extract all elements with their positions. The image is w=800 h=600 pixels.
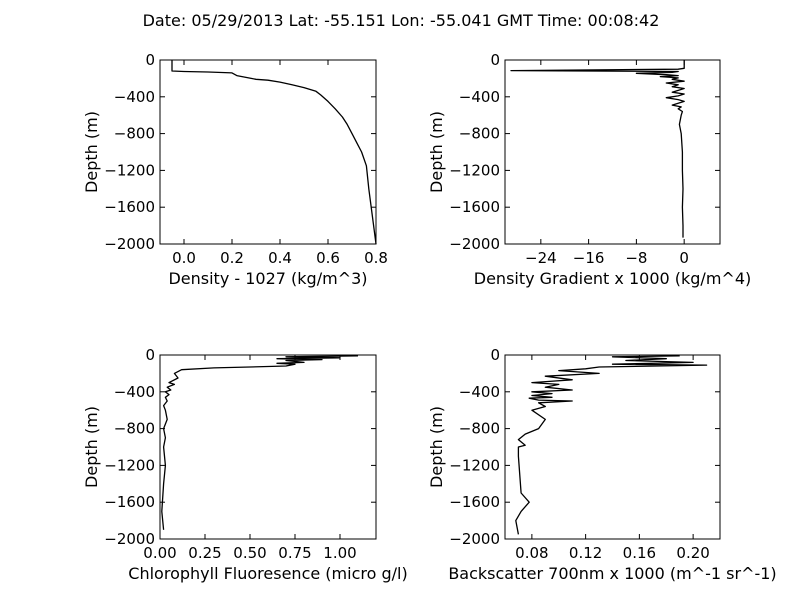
chart-density-ytick-label: −1200 [104,161,155,179]
chart-density-xtick-label: 0.6 [316,249,340,267]
chart-density-xtick-label: 0.4 [268,249,292,267]
chart-density-gradient-xtick-label: −24 [525,249,557,267]
chart-density-gradient-xlabel: Density Gradient x 1000 (kg/m^4) [474,269,751,288]
figure-title: Date: 05/29/2013 Lat: -55.151 Lon: -55.0… [143,11,660,30]
chart-density-gradient-xtick-label: −16 [573,249,605,267]
chart-backscatter-xtick-label: 0.20 [676,544,709,562]
chart-density-gradient-frame [504,59,721,245]
chart-backscatter-series-line [515,355,708,535]
chart-backscatter: 0.08 0.12 0.16 0.20 0 −400 −800 −1200 −1600 −2000… [427,346,777,583]
chart-backscatter-ytick-label: −400 [459,383,500,401]
chart-chlorophyll-ytick-label: −400 [114,383,155,401]
chart-density-ylabel: Depth (m) [82,111,101,193]
chart-backscatter-xtick-label: 0.08 [515,544,548,562]
chart-density-xtick-label: 0.0 [172,249,196,267]
chart-chlorophyll-xtick-label: 0.75 [278,544,311,562]
chart-density-gradient-series-line [510,60,685,238]
chart-chlorophyll-ylabel: Depth (m) [82,406,101,488]
chart-chlorophyll-ytick-label: −2000 [104,530,155,548]
chart-density-gradient-ytick-label: −1600 [449,198,500,216]
chart-density-gradient: −24 −16 −8 00−400−800−1200−1600−2000Density… [427,51,751,288]
chart-density-xtick-label: 0.2 [220,249,244,267]
chart-density-gradient-ytick-label: −800 [459,125,500,143]
chart-density-xtick-label: 0.8 [364,249,388,267]
chart-chlorophyll-ytick-label: −1600 [104,493,155,511]
chart-backscatter-ytick-label: −1200 [449,456,500,474]
chart-chlorophyll-xtick-label: 1.00 [323,544,356,562]
chart-density-ytick-label: 0 [145,51,155,69]
chart-backscatter-frame [504,354,721,540]
chart-chlorophyll-xtick-label: 0.25 [188,544,221,562]
chart-chlorophyll-ytick-label: −1200 [104,456,155,474]
chart-density-gradient-xtick-label: −8 [625,249,647,267]
chart-density-gradient-ytick-label: −2000 [449,235,500,253]
chart-density-ytick-label: −800 [114,125,155,143]
chart-density: 0.0 0.2 0.4 0.6 0.8 0 −400 −800 −1200 −1600 −2000 D… [82,51,388,288]
chart-backscatter-xtick-label: 0.16 [623,544,656,562]
chart-density-frame [159,59,377,245]
chart-density-gradient-ytick-label: 0 [490,51,500,69]
chart-backscatter-xlabel: Backscatter 700nm x 1000 (m^-1 sr^-1) [448,564,776,583]
chart-backscatter-ytick-label: −800 [459,420,500,438]
chart-chlorophyll: 0.00 0.25 0.50 0.75 1.00 0 −400 −800 −1200 −1600 −… [82,346,408,583]
chart-chlorophyll-ytick-label: 0 [145,346,155,364]
chart-chlorophyll-ytick-label: −800 [114,420,155,438]
chart-density-ytick-label: −400 [114,88,155,106]
chart-backscatter-ytick-label: 0 [490,346,500,364]
chart-density-xlabel: Density - 1027 (kg/m^3) [168,269,367,288]
chart-chlorophyll-xtick-label: 0.00 [143,544,176,562]
chart-backscatter-ytick-label: −2000 [449,530,500,548]
chart-density-series-line [171,60,377,245]
chart-backscatter-ylabel: Depth (m) [427,406,446,488]
chart-density-gradient-ylabel: Depth (m) [427,111,446,193]
chart-chlorophyll-frame [159,354,377,540]
chart-density-ytick-label: −1600 [104,198,155,216]
chart-density-gradient-xtick-label: 0 [679,249,689,267]
chart-backscatter-ytick-label: −1600 [449,493,500,511]
chart-density-gradient-ytick-label: −400 [459,88,500,106]
chart-chlorophyll-xlabel: Chlorophyll Fluoresence (micro g/l) [128,564,407,583]
subplots: 0.0 0.2 0.4 0.6 0.80−400−800−1200−1600−2000D… [82,51,777,583]
chart-density-ytick-label: −2000 [104,235,155,253]
chart-density-gradient-ytick-label: −1200 [449,161,500,179]
chart-chlorophyll-series-line [161,355,359,530]
chart-backscatter-xtick-label: 0.12 [569,544,602,562]
chart-chlorophyll-xtick-label: 0.50 [233,544,266,562]
